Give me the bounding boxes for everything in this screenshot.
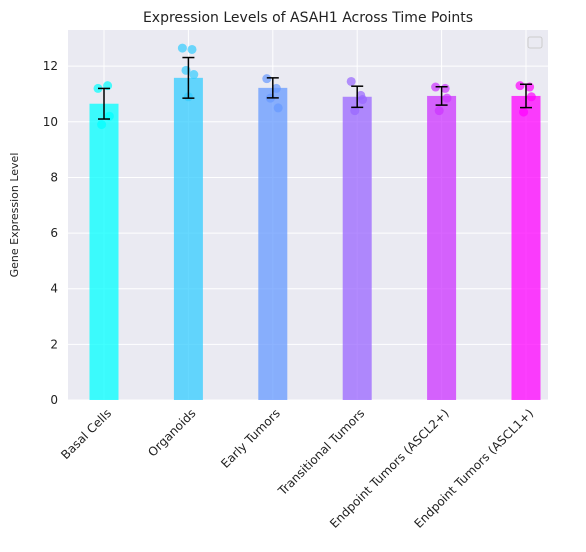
data-point bbox=[515, 81, 525, 91]
error-bar bbox=[435, 86, 448, 106]
data-point bbox=[434, 106, 444, 116]
data-point bbox=[189, 70, 199, 80]
data-point bbox=[350, 106, 360, 116]
legend-box bbox=[527, 36, 543, 49]
y-tick-label: 4 bbox=[50, 282, 58, 296]
data-point bbox=[273, 103, 283, 113]
data-point bbox=[346, 76, 356, 86]
bar bbox=[427, 95, 457, 401]
error-bar bbox=[266, 77, 279, 99]
data-point bbox=[97, 120, 107, 130]
data-point bbox=[358, 95, 368, 105]
bar bbox=[89, 103, 119, 400]
plot-area bbox=[68, 30, 548, 400]
y-tick-label: 0 bbox=[50, 393, 58, 407]
data-point bbox=[262, 74, 272, 84]
x-tick-label: Early Tumors bbox=[218, 406, 283, 471]
y-tick-label: 12 bbox=[43, 59, 58, 73]
x-tick-label: Transitional Tumors bbox=[275, 406, 368, 499]
y-tick-label: 6 bbox=[50, 226, 58, 240]
y-tick-label: 8 bbox=[50, 170, 58, 184]
error-bar bbox=[351, 85, 364, 109]
data-point bbox=[177, 43, 187, 53]
error-bar bbox=[520, 83, 532, 109]
bar bbox=[173, 77, 203, 401]
data-point bbox=[526, 92, 536, 102]
bar bbox=[511, 95, 541, 401]
error-bar bbox=[182, 56, 195, 99]
bar bbox=[258, 87, 288, 401]
data-point bbox=[519, 107, 529, 117]
data-point bbox=[187, 44, 197, 54]
error-bar bbox=[98, 87, 110, 120]
chart-title: Expression Levels of ASAH1 Across Time P… bbox=[143, 10, 473, 26]
x-tick-label: Organoids bbox=[145, 406, 198, 459]
y-axis-label: Gene Expression Level bbox=[8, 153, 21, 278]
data-point bbox=[442, 93, 452, 103]
y-tick-label: 2 bbox=[50, 337, 58, 351]
data-point bbox=[271, 83, 281, 93]
x-tick-label: Basal Cells bbox=[58, 406, 114, 462]
y-tick-label: 10 bbox=[43, 115, 58, 129]
bar bbox=[342, 96, 372, 401]
